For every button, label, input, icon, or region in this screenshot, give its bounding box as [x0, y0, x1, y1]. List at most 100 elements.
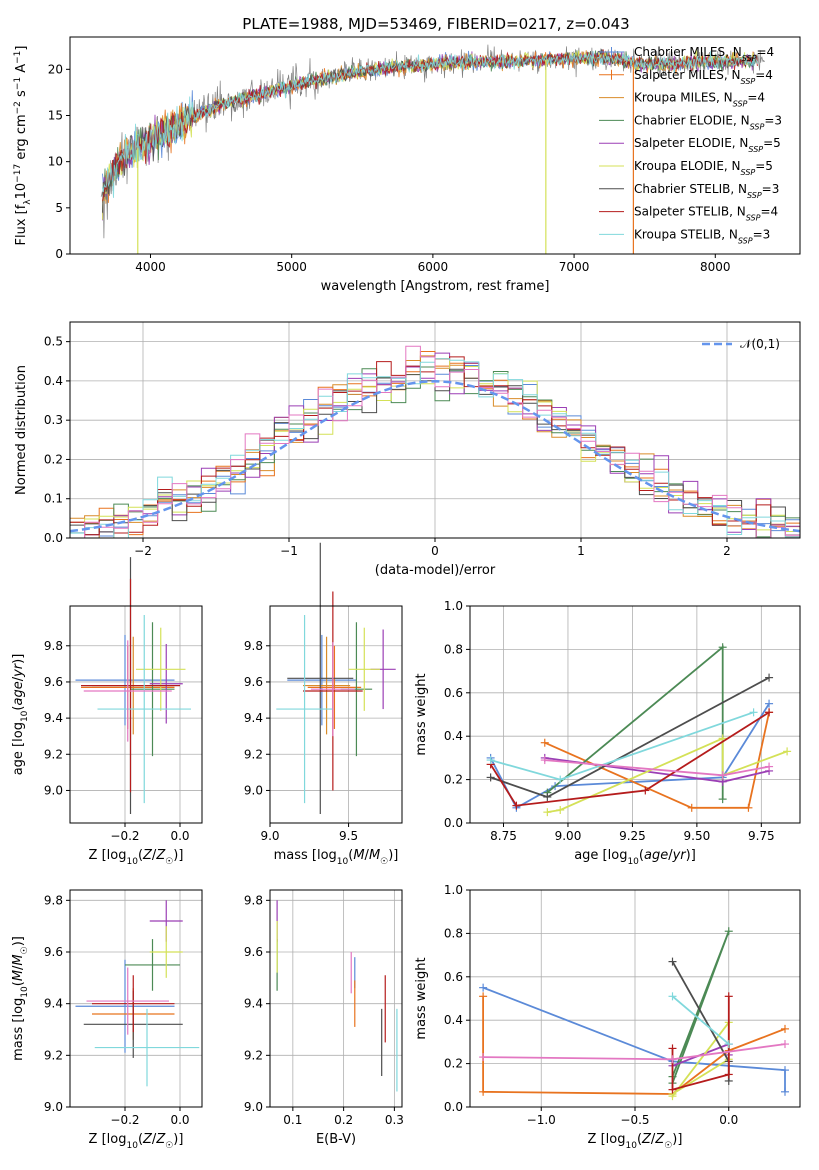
axes-frame: [69, 36, 801, 255]
age-vs-mass-panel: 9.0 9.5 9.0 9.2 9.4 9.6 9.8 mass [log10(M/M☉)]: [244, 542, 403, 867]
y-tick-label: 20: [48, 62, 63, 76]
x-tick-label: 0.0: [719, 1113, 738, 1127]
y-tick-label: 0.0: [444, 816, 463, 830]
x-axis-label: Z [log10(Z/Z☉)]: [89, 848, 184, 867]
mass-weight-vs-age-panel: 8.75 9.00 9.25 9.50 9.75 0.0 0.2 0.4 0.6 0.8 1.0 ag…: [414, 599, 801, 867]
residuals-panel: −2 −1 0 1 2 0.0 0.1 0.2 0.3 0.4 0.5 𝒩(0,1) (data-mod…: [14, 321, 801, 578]
x-tick-label: −1: [280, 544, 298, 558]
x-tick-label: 9.75: [748, 829, 775, 843]
x-tick-label: 8.75: [490, 829, 517, 843]
legend-label: Salpeter STELIB, NSSP=4: [634, 205, 778, 223]
x-tick-label: 9.00: [555, 829, 582, 843]
axes-frame: [69, 889, 203, 1108]
x-tick-label: 1: [577, 544, 585, 558]
y-axis-label: mass weight: [414, 673, 429, 755]
y-tick-label: 9.2: [244, 1048, 263, 1062]
x-tick-label: 0.3: [385, 1113, 404, 1127]
x-tick-label: 9.25: [619, 829, 646, 843]
mass-vs-Z-panel: −0.2 0.0 9.0 9.2 9.4 9.6 9.8 Z [log10(Z/Z☉)] mas…: [11, 889, 203, 1151]
x-tick-label: 6000: [418, 260, 449, 274]
x-tick-label: 9.5: [339, 829, 358, 843]
mass-vs-ebv-panel: 0.1 0.2 0.3 9.0 9.2 9.4 9.6 9.8 E(B-V): [244, 889, 404, 1147]
mass-weight-series-line: [489, 711, 770, 807]
axes-frame: [69, 605, 203, 824]
y-tick-label: 5: [55, 201, 63, 215]
y-tick-label: 9.8: [244, 893, 263, 907]
y-axis-label: mass weight: [414, 957, 429, 1039]
mass-weight-vs-Z-panel: −1.0 −0.5 0.0 0.0 0.2 0.4 0.6 0.8 1.0 Z [log10(Z/…: [414, 883, 801, 1151]
axes-frame: [469, 605, 801, 824]
x-tick-label: 9.50: [684, 829, 711, 843]
y-tick-label: 9.0: [244, 783, 263, 797]
x-tick-label: 0.0: [170, 1113, 189, 1127]
y-axis-label: Normed distribution: [14, 365, 29, 495]
mass-weight-series-line: [482, 986, 786, 1092]
x-tick-label: −0.2: [110, 1113, 139, 1127]
y-axis-label: mass [log10(M/M☉)]: [11, 936, 30, 1061]
y-tick-label: 15: [48, 108, 63, 122]
x-tick-label: −0.2: [110, 829, 139, 843]
figure-title: PLATE=1988, MJD=53469, FIBERID=0217, z=0…: [242, 15, 629, 33]
legend-label: 𝒩(0,1): [740, 337, 780, 351]
legend-label: Chabrier MILES, NSSP=4: [634, 45, 774, 63]
y-tick-label: 10: [48, 155, 63, 169]
axes-frame: [69, 321, 801, 539]
age-vs-Z-panel: −0.2 0.0 9.0 9.2 9.4 9.6 9.8 Z [log10(Z/Z☉)] age…: [11, 557, 203, 867]
legend-label: Kroupa MILES, NSSP=4: [634, 91, 765, 109]
y-tick-label: 0.4: [44, 374, 63, 388]
axes-frame: [469, 889, 801, 1108]
x-tick-label: 5000: [276, 260, 307, 274]
y-tick-label: 9.6: [244, 945, 263, 959]
x-axis-label: age [log10(age/yr)]: [574, 848, 696, 867]
x-axis-label: Z [log10(Z/Z☉)]: [588, 1132, 683, 1151]
x-axis-label: Z [log10(Z/Z☉)]: [89, 1132, 184, 1151]
x-tick-label: 0.2: [334, 1113, 353, 1127]
x-tick-label: 0: [431, 544, 439, 558]
y-tick-label: 0.4: [444, 1013, 463, 1027]
mass-weight-series-line: [671, 995, 730, 1045]
y-tick-label: 0.4: [444, 729, 463, 743]
y-tick-label: 0.2: [444, 773, 463, 787]
y-axis-label: age [log10(age/yr)]: [11, 654, 30, 776]
y-tick-label: 9.0: [244, 1100, 263, 1114]
axes-frame: [269, 605, 403, 824]
x-tick-label: 4000: [135, 260, 166, 274]
y-tick-label: 0.6: [444, 686, 463, 700]
x-tick-label: 0.0: [170, 829, 189, 843]
y-tick-label: 0.5: [44, 335, 63, 349]
x-tick-label: −0.5: [620, 1113, 649, 1127]
y-tick-label: 9.8: [44, 639, 63, 653]
y-tick-label: 9.0: [44, 783, 63, 797]
spectrum-panel: 4000 5000 6000 7000 8000 0 5 10 15 20 wavelength […: [13, 36, 801, 294]
y-tick-label: 9.0: [44, 1100, 63, 1114]
mass-weight-series-line: [671, 996, 730, 1091]
x-tick-label: −1.0: [527, 1113, 556, 1127]
normal-distribution-curve: [69, 380, 801, 533]
x-tick-label: 2: [723, 544, 731, 558]
y-tick-label: 9.8: [44, 893, 63, 907]
y-tick-label: 9.2: [244, 747, 263, 761]
x-tick-label: 9.0: [260, 829, 279, 843]
axes-frame: [269, 889, 403, 1108]
y-tick-label: 9.2: [44, 747, 63, 761]
x-axis-label: E(B-V): [316, 1132, 356, 1147]
model-spectrum-line: [102, 50, 758, 198]
mass-weight-series-line: [544, 712, 770, 809]
y-axis-label: Flux [fλ10−17 erg cm−2 s−1 A−1]: [13, 46, 33, 246]
legend-label: Kroupa STELIB, NSSP=3: [634, 227, 770, 245]
y-tick-label: 9.8: [244, 639, 263, 653]
y-tick-label: 0.0: [444, 1100, 463, 1114]
x-tick-label: 0.1: [283, 1113, 302, 1127]
legend-label: Chabrier STELIB, NSSP=3: [634, 182, 779, 200]
y-tick-label: 0.8: [444, 642, 463, 656]
y-tick-label: 0.0: [44, 531, 63, 545]
y-tick-label: 1.0: [444, 599, 463, 613]
y-tick-label: 0.6: [444, 970, 463, 984]
y-tick-label: 9.4: [244, 711, 263, 725]
y-tick-label: 9.6: [244, 675, 263, 689]
y-tick-label: 0.2: [444, 1057, 463, 1071]
y-tick-label: 1.0: [444, 883, 463, 897]
y-tick-label: 0.2: [44, 452, 63, 466]
mass-weight-series-line: [482, 996, 786, 1095]
